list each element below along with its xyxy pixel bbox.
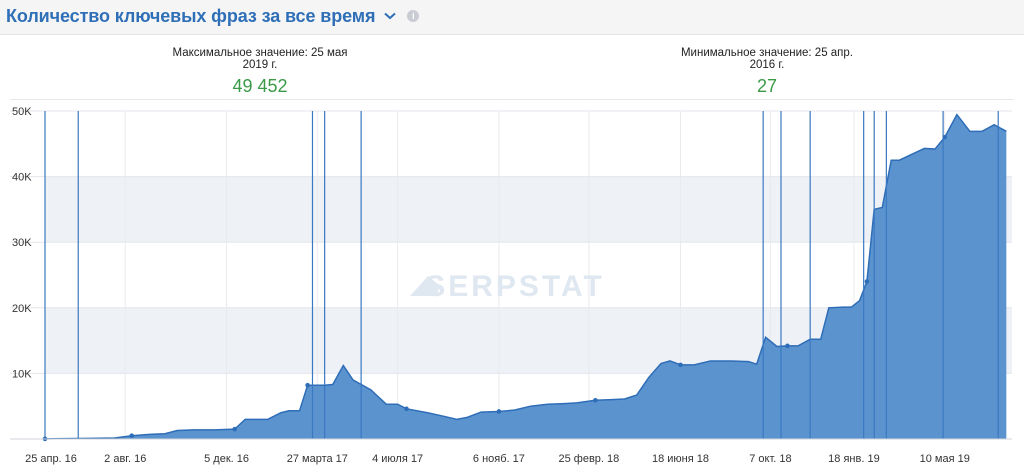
chart-panel: Максимальное значение: 25 мая 2019 г. 49… [0, 34, 1024, 472]
min-value-label: Минимальное значение: 25 апр. 2016 г. [680, 47, 854, 71]
data-point [232, 426, 237, 432]
area-fill [45, 114, 1007, 439]
x-tick-label: 2 авг. 16 [104, 453, 146, 465]
x-tick-label: 10 мая 19 [920, 453, 970, 465]
chart-header: Количество ключевых фраз за все время i [6, 3, 420, 29]
data-point [496, 409, 502, 414]
x-tick-label: 25 апр. 16 [25, 453, 77, 465]
data-point [593, 397, 598, 403]
chart-title: Количество ключевых фраз за все время [6, 5, 376, 26]
x-tick-label: 25 февр. 18 [558, 453, 619, 465]
data-point [678, 362, 683, 368]
x-tick-label: 5 дек. 16 [204, 453, 249, 465]
data-point [129, 433, 135, 439]
x-tick-label: 27 марта 17 [287, 453, 348, 465]
max-value-stat: Максимальное значение: 25 мая 2019 г. 49… [160, 47, 360, 97]
data-point [864, 279, 870, 284]
x-tick-label: 7 окт. 18 [749, 453, 791, 465]
x-tick-label: 4 июля 17 [372, 453, 423, 465]
chevron-down-icon[interactable] [383, 9, 397, 23]
y-tick-label: 30K [12, 237, 32, 249]
y-tick-label: 50K [12, 106, 32, 118]
data-point [942, 134, 948, 140]
grid-band [45, 176, 1012, 243]
x-tick-label: 6 нояб. 17 [473, 453, 525, 465]
info-icon[interactable]: i [407, 10, 420, 22]
serpstat-logo-icon [410, 276, 440, 296]
x-tick-label: 18 янв. 19 [828, 453, 880, 465]
y-tick-label: 20K [12, 303, 32, 315]
max-value: 49 452 [232, 76, 288, 96]
y-tick-label: 40K [12, 172, 32, 184]
stats-divider [10, 99, 1014, 100]
serpstat-watermark: SERPSTAT [425, 270, 605, 303]
x-tick-label: 18 июня 18 [652, 453, 709, 465]
keyword-count-area-chart: SERPSTAT 10K 20K 30K 40K 50K 25 апр. 16 2 авг. … [10, 106, 1012, 465]
data-point [305, 382, 310, 388]
y-tick-label: 10K [12, 368, 32, 380]
data-point [785, 343, 790, 349]
max-value-label: Максимальное значение: 25 мая 2019 г. [172, 47, 348, 71]
min-value: 27 [756, 76, 778, 96]
min-value-stat: Минимальное значение: 25 апр. 2016 г. 27 [667, 47, 867, 97]
data-point [404, 406, 409, 412]
